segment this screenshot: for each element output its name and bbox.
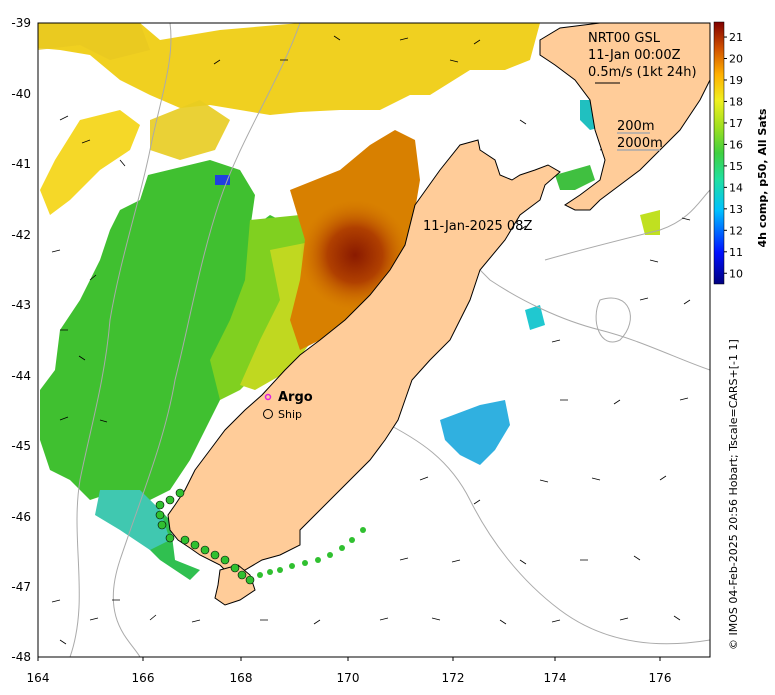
lon-tick-label: 176 bbox=[649, 671, 672, 685]
north-island-land bbox=[539, 23, 710, 211]
ship-track bbox=[155, 488, 366, 585]
product-time: 11-Jan 00:00Z bbox=[588, 48, 681, 63]
colorbar-label: 4h comp, p50, All Sats bbox=[756, 108, 769, 247]
isobath-2000-label: 2000m bbox=[617, 136, 663, 151]
map-layers bbox=[38, 23, 710, 657]
sst-green-east bbox=[555, 165, 595, 190]
lat-tick-label: -48 bbox=[11, 650, 31, 664]
product-name: NRT00 GSL bbox=[588, 31, 661, 46]
colorbar-tick-label: 11 bbox=[729, 246, 743, 259]
lat-tick-label: -46 bbox=[11, 510, 31, 524]
sst-green-west bbox=[40, 160, 310, 500]
lon-axis: 164 166 168 170 172 174 176 bbox=[27, 657, 672, 685]
lat-tick-label: -44 bbox=[11, 369, 31, 383]
lat-tick-label: -41 bbox=[11, 157, 31, 171]
current-vectors bbox=[51, 35, 691, 645]
isobath-200-label: 200m bbox=[617, 119, 654, 134]
sst-cyan-small bbox=[525, 305, 545, 330]
sst-yellow-patch2 bbox=[150, 100, 230, 160]
plot-frame bbox=[37, 22, 711, 658]
ship-marker bbox=[263, 409, 273, 419]
lat-tick-label: -47 bbox=[11, 580, 31, 594]
sst-north-band-yellow bbox=[38, 23, 150, 60]
colorbar-tick-label: 16 bbox=[729, 138, 743, 151]
argo-legend-label: Argo bbox=[278, 390, 313, 405]
colorbar-tick-label: 15 bbox=[729, 160, 743, 173]
lon-tick-label: 168 bbox=[230, 671, 253, 685]
sst-cyan-east bbox=[440, 400, 510, 465]
argo-marker bbox=[264, 393, 272, 401]
colorbar-tick-label: 10 bbox=[729, 267, 743, 280]
colorbar bbox=[713, 21, 725, 285]
colorbar-tick-label: 17 bbox=[729, 117, 743, 130]
colorbar-tick-label: 18 bbox=[729, 95, 743, 108]
lat-tick-label: -43 bbox=[11, 298, 31, 312]
south-island-land bbox=[167, 139, 561, 576]
lat-tick-label: -39 bbox=[11, 16, 31, 30]
lat-tick-label: -45 bbox=[11, 439, 31, 453]
sst-yellow-patch bbox=[40, 110, 140, 215]
colorbar-ticks: 21 20 19 18 17 16 15 14 13 12 11 10 bbox=[724, 31, 743, 280]
lat-axis: -39 -40 -41 -42 -43 -44 -45 -46 -47 -48 bbox=[11, 16, 31, 664]
sst-blue-speck bbox=[215, 175, 230, 185]
colorbar-tick-label: 20 bbox=[729, 53, 743, 66]
lon-tick-label: 164 bbox=[27, 671, 50, 685]
lat-tick-label: -40 bbox=[11, 87, 31, 101]
colorbar-tick-label: 19 bbox=[729, 74, 743, 87]
credit-text: © IMOS 04-Feb-2025 20:56 Hobart; Tscale=… bbox=[727, 339, 740, 650]
isobath-lines bbox=[69, 23, 710, 657]
lon-tick-label: 166 bbox=[132, 671, 155, 685]
lon-tick-label: 172 bbox=[442, 671, 465, 685]
sst-yellow-ne bbox=[640, 210, 660, 235]
pass-time-label: 11-Jan-2025 08Z bbox=[423, 219, 532, 234]
lon-tick-label: 170 bbox=[337, 671, 360, 685]
colorbar-tick-label: 12 bbox=[729, 224, 743, 237]
colorbar-tick-label: 21 bbox=[729, 31, 743, 44]
lon-tick-label: 174 bbox=[544, 671, 567, 685]
vector-scale: 0.5m/s (1kt 24h) bbox=[588, 65, 697, 80]
colorbar-tick-label: 14 bbox=[729, 181, 743, 194]
ship-legend-label: Ship bbox=[278, 408, 302, 421]
colorbar-tick-label: 13 bbox=[729, 203, 743, 216]
lat-tick-label: -42 bbox=[11, 228, 31, 242]
sst-cyan-sw bbox=[95, 490, 170, 550]
